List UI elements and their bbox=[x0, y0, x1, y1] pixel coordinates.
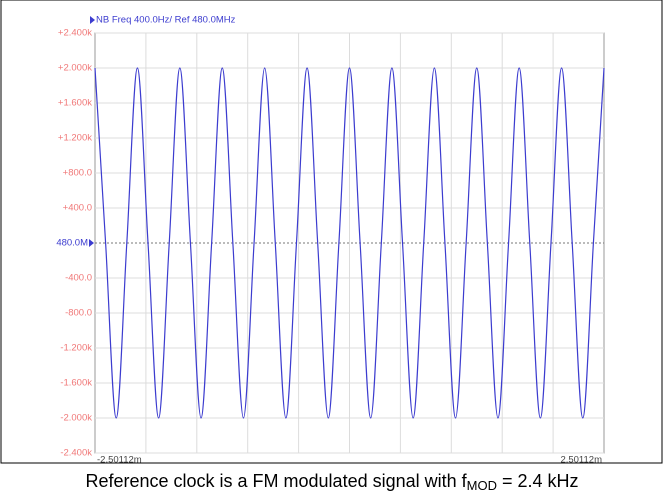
caption-text: Reference clock is a FM modulated signal… bbox=[85, 471, 467, 491]
frame bbox=[0, 0, 663, 464]
caption: Reference clock is a FM modulated signal… bbox=[85, 471, 578, 493]
y-tick-label: +1.600k bbox=[58, 98, 92, 109]
ref-marker bbox=[89, 239, 94, 247]
signal-line bbox=[94, 67, 605, 419]
caption-subscript: MOD bbox=[467, 478, 497, 493]
y-tick-label: -2.000k bbox=[60, 413, 92, 424]
y-tick-label: -400.0 bbox=[65, 273, 92, 284]
y-tick-label: -800.0 bbox=[65, 308, 92, 319]
y-tick-label: +800.0 bbox=[63, 168, 92, 179]
y-tick-label: -2.400k bbox=[60, 448, 92, 459]
y-tick-label: +2.000k bbox=[58, 63, 92, 74]
y-tick-label: +2.400k bbox=[58, 28, 92, 39]
header-marker bbox=[90, 16, 95, 24]
y-tick-label: -1.600k bbox=[60, 378, 92, 389]
y-tick-label: +1.200k bbox=[58, 133, 92, 144]
x-tick-label: 2.50112m bbox=[560, 455, 602, 466]
caption-rest: = 2.4 kHz bbox=[497, 471, 579, 491]
y-tick-label: +400.0 bbox=[63, 203, 92, 214]
x-tick-label: -2.50112m bbox=[97, 455, 142, 466]
header: NB Freq 400.0Hz/ Ref 480.0MHz bbox=[96, 15, 236, 26]
y-tick-label: -1.200k bbox=[60, 343, 92, 354]
y-tick-label: 480.0M bbox=[56, 238, 88, 249]
